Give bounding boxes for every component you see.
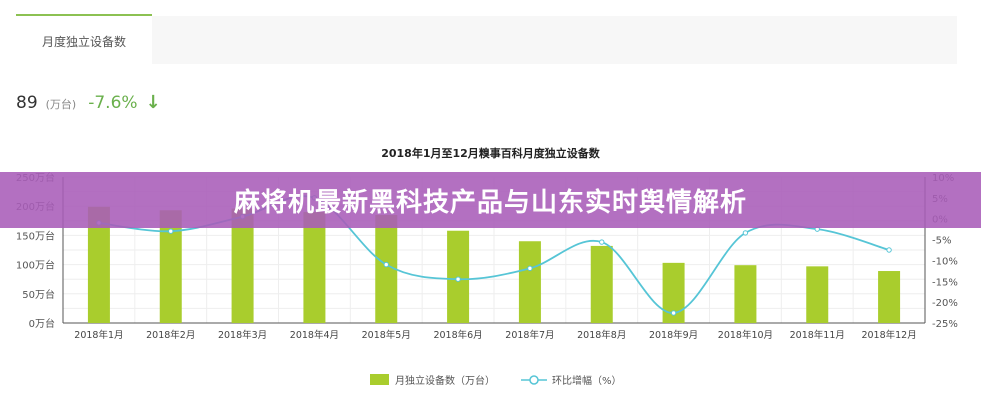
tab-bar: 月度独立设备数 xyxy=(16,14,957,66)
x-tick-label: 2018年12月 xyxy=(861,329,916,341)
stat-value: 89 xyxy=(16,93,38,113)
x-tick-label: 2018年10月 xyxy=(718,329,773,341)
y-left-tick-label: 100万台 xyxy=(16,259,55,272)
legend-bar-swatch xyxy=(370,374,389,385)
x-tick-label: 2018年6月 xyxy=(433,329,482,341)
x-tick-label: 2018年2月 xyxy=(146,329,195,341)
legend-line-label[interactable]: 环比增幅（%） xyxy=(552,376,622,387)
bar xyxy=(159,210,182,323)
y-right-tick-label: -5% xyxy=(932,236,951,247)
line-point xyxy=(383,261,389,268)
overlay-banner: 麻将机最新黑科技产品与山东实时舆情解析 xyxy=(0,172,981,228)
y-right-tick-label: -25% xyxy=(932,319,958,330)
legend-line-icon xyxy=(521,374,547,385)
line-point xyxy=(527,265,533,272)
stat-summary: 89 (万台) -7.6% ↓ xyxy=(16,92,161,113)
bar xyxy=(734,265,757,323)
bar xyxy=(375,214,398,323)
line-point xyxy=(455,276,461,282)
tab-bar-background xyxy=(152,16,957,64)
line-point xyxy=(886,247,892,253)
x-tick-label: 2018年1月 xyxy=(74,329,123,341)
bar xyxy=(662,262,685,323)
bar xyxy=(87,206,110,323)
bar xyxy=(303,212,326,323)
bar xyxy=(518,241,541,323)
x-tick-label: 2018年4月 xyxy=(290,329,339,341)
y-left-tick-label: 50万台 xyxy=(22,288,55,301)
y-right-tick-label: -10% xyxy=(932,256,958,267)
tab-monthly-devices[interactable]: 月度独立设备数 xyxy=(16,14,152,66)
line-point xyxy=(670,310,677,316)
legend-bar-label[interactable]: 月独立设备数（万台） xyxy=(395,376,495,387)
bar xyxy=(806,266,829,323)
chart-title: 2018年1月至12月糗事百科月度独立设备数 xyxy=(381,147,600,160)
line-point xyxy=(599,239,605,245)
bar xyxy=(231,208,254,323)
x-tick-label: 2018年9月 xyxy=(649,329,698,341)
banner-title: 麻将机最新黑科技产品与山东实时舆情解析 xyxy=(233,187,747,218)
bar xyxy=(590,245,613,323)
tab-label: 月度独立设备数 xyxy=(41,34,126,49)
arrow-down-icon: ↓ xyxy=(145,92,161,113)
bar xyxy=(878,271,901,323)
legend: 月独立设备数（万台） 环比增幅（%） xyxy=(370,372,622,387)
line-point xyxy=(168,228,174,234)
line-point xyxy=(742,230,749,236)
x-tick-label: 2018年11月 xyxy=(790,329,845,341)
y-left-tick-label: 0万台 xyxy=(29,317,55,330)
stat-change: -7.6% xyxy=(88,93,138,113)
x-tick-label: 2018年8月 xyxy=(577,329,626,341)
x-tick-label: 2018年7月 xyxy=(505,329,554,341)
y-right-tick-label: -15% xyxy=(932,277,958,288)
x-tick-label: 2018年5月 xyxy=(362,329,411,341)
x-tick-label: 2018年3月 xyxy=(218,329,267,341)
stat-unit: (万台) xyxy=(45,98,77,111)
y-right-tick-label: -20% xyxy=(932,298,958,309)
y-left-tick-label: 150万台 xyxy=(16,229,55,242)
